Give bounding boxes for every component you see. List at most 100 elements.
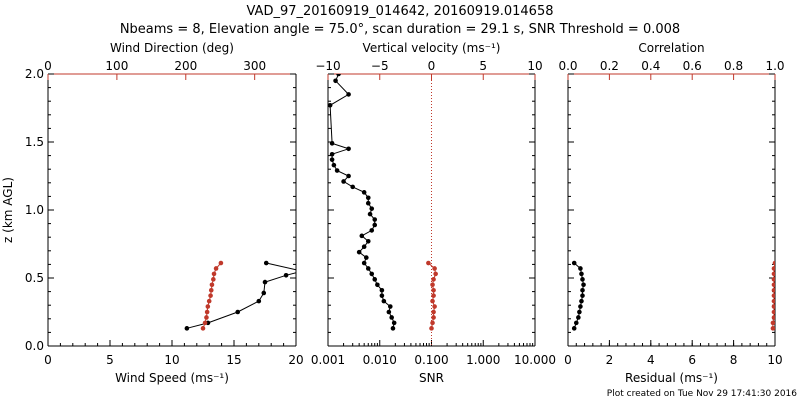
data-point [372, 217, 378, 222]
data-point [361, 190, 367, 195]
x-tick-label: 20 [288, 353, 303, 367]
x-tick-label: 1.000 [466, 353, 500, 367]
data-point [262, 279, 268, 285]
series-line [329, 74, 395, 329]
data-point [365, 266, 371, 271]
plot-created-footer: Plot created on Tue Nov 29 17:41:30 2016 [607, 389, 797, 399]
top-x-axis-label: Wind Direction (deg) [110, 41, 234, 55]
x-tick-label: 6 [688, 353, 696, 367]
data-point [261, 290, 267, 296]
series-line [266, 262, 296, 271]
data-point [391, 320, 397, 326]
data-point [209, 282, 215, 288]
data-point [432, 304, 437, 309]
data-point [771, 282, 775, 288]
top-x-tick-label: 0.0 [558, 59, 577, 73]
data-point [369, 271, 375, 277]
data-point [359, 233, 365, 239]
series-0-group [184, 272, 296, 331]
y-tick-label: 0.5 [25, 271, 44, 285]
x-axis-label: Wind Speed (ms⁻¹) [115, 371, 229, 385]
data-point [184, 326, 190, 331]
x-tick-label: 0 [44, 353, 52, 367]
data-point [771, 315, 775, 320]
data-point [770, 320, 775, 326]
x-tick-label: 2 [606, 353, 614, 367]
top-x-tick-label: 0.8 [724, 59, 743, 73]
data-point [580, 277, 585, 282]
data-point [771, 293, 775, 298]
data-point [571, 260, 577, 266]
data-point [580, 287, 585, 293]
data-point [208, 287, 214, 293]
x-tick-label: 10.000 [514, 353, 556, 367]
data-point [379, 287, 385, 293]
data-point [204, 315, 209, 320]
data-point [213, 266, 219, 271]
x-tick-label: 0.100 [414, 353, 448, 367]
y-tick-label: 0.0 [25, 339, 44, 353]
data-point [328, 102, 333, 108]
top-x-tick-label: −5 [371, 59, 389, 73]
data-point [430, 282, 435, 288]
data-point [431, 315, 436, 320]
data-point [433, 271, 438, 277]
top-x-tick-label: 10 [527, 59, 542, 73]
data-point [205, 304, 211, 309]
series-0-group [328, 74, 397, 331]
data-point [578, 266, 583, 271]
top-x-tick-label: 0.6 [683, 59, 702, 73]
x-tick-label: 8 [730, 353, 738, 367]
series-1-group [263, 260, 305, 274]
data-point [208, 293, 213, 298]
top-x-axis-label: Correlation [638, 41, 704, 55]
data-point [431, 287, 436, 293]
data-point [580, 293, 585, 298]
data-point [200, 326, 206, 331]
data-point [329, 141, 335, 146]
x-tick-label: 4 [647, 353, 655, 367]
x-tick-label: 10 [767, 353, 782, 367]
series-0-group [571, 260, 586, 331]
data-point [573, 320, 579, 326]
data-point [365, 195, 371, 201]
x-tick-label: 0.001 [311, 353, 345, 367]
data-point [361, 260, 367, 266]
data-point [350, 184, 355, 190]
data-point [426, 260, 431, 266]
top-x-tick-label: 0 [428, 59, 436, 73]
x-axis-label: Residual (ms⁻¹) [625, 371, 718, 385]
data-point [361, 244, 367, 250]
data-point [375, 282, 380, 288]
data-point [365, 200, 371, 206]
top-x-tick-label: 0 [44, 59, 52, 73]
top-x-axis-label: Vertical velocity (ms⁻¹) [363, 41, 501, 55]
y-tick-label: 1.5 [25, 135, 44, 149]
figure-subtitle: Nbeams = 8, Elevation angle = 75.0°, sca… [120, 22, 680, 37]
top-x-tick-label: 0.4 [641, 59, 660, 73]
data-point [333, 78, 338, 84]
data-point [388, 304, 393, 309]
data-point [369, 206, 375, 211]
data-point [430, 320, 435, 326]
data-point [372, 222, 378, 228]
data-point [263, 260, 269, 266]
data-point [202, 320, 208, 326]
data-point [235, 309, 241, 315]
data-point [771, 266, 775, 271]
y-axis-label: z (km AGL) [1, 177, 15, 243]
data-point [771, 309, 775, 315]
data-point [771, 298, 775, 304]
series-1-group [770, 260, 775, 331]
data-point [346, 146, 351, 152]
x-tick-label: 15 [226, 353, 241, 367]
data-point [329, 157, 335, 162]
x-tick-label: 5 [106, 353, 114, 367]
top-x-tick-label: 1.0 [765, 59, 784, 73]
data-point [365, 238, 371, 244]
data-point [770, 326, 775, 331]
data-point [300, 269, 305, 274]
data-point [211, 271, 217, 277]
series-line [186, 272, 296, 329]
